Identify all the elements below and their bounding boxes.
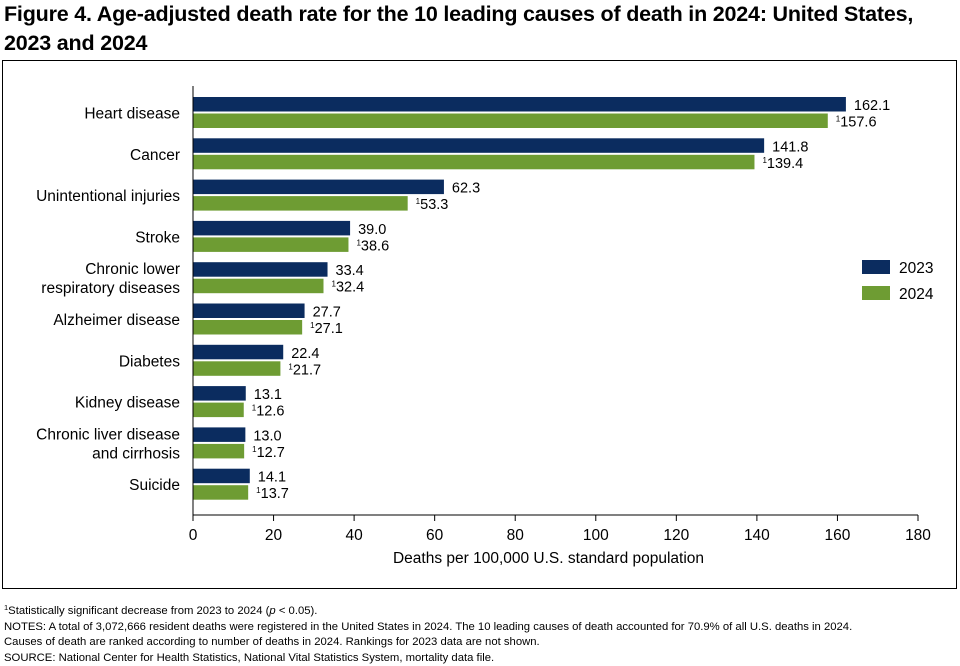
bar-2023 [193,386,246,401]
category-label: and cirrhosis [92,445,180,462]
x-tick-label: 100 [583,527,609,544]
value-label-2023: 13.1 [254,387,282,403]
value-text: 139.4 [767,156,803,172]
category-label: Diabetes [119,353,180,370]
value-label-2024: 1139.4 [762,156,803,172]
category-label: Cancer [130,147,180,164]
category-label: Alzheimer disease [53,312,180,329]
category-label: respiratory diseases [41,280,180,297]
value-label-2024: 113.7 [256,486,289,502]
bar-2024 [193,320,302,335]
x-tick-label: 140 [744,527,770,544]
legend-label-2024: 2024 [899,286,934,303]
bar-2023 [193,345,283,360]
value-label-2024: 153.3 [416,197,449,213]
x-tick-label: 20 [265,527,283,544]
value-label-2024: 127.1 [310,321,343,337]
value-label-2023: 33.4 [336,263,364,279]
value-label-2023: 39.0 [358,222,386,238]
value-text: 21.7 [293,362,321,378]
notes-line-2: Causes of death are ranked according to … [4,635,956,651]
figure-notes: 1Statistically significant decrease from… [4,600,956,666]
value-label-2024: 1157.6 [836,115,877,131]
x-tick-label: 80 [507,527,525,544]
category-label: Kidney disease [75,395,180,412]
category-label: Suicide [129,477,180,494]
value-text: 53.3 [420,197,448,213]
bar-2023 [193,221,350,236]
value-text: 12.7 [257,445,285,461]
x-tick-label: 160 [825,527,851,544]
x-tick-label: 180 [905,527,931,544]
value-label-2024: 112.7 [252,445,285,461]
footnote: 1Statistically significant decrease from… [4,600,956,620]
value-text: 38.6 [361,238,389,254]
bar-2024 [193,196,408,211]
value-label-2024: 112.6 [252,404,285,420]
value-label-2023: 27.7 [313,305,341,321]
value-text: 27.1 [315,321,343,337]
value-label-2024: 132.4 [332,280,365,296]
value-label-2023: 162.1 [854,98,890,114]
bar-2024 [193,485,248,500]
category-label: Stroke [135,229,180,246]
bar-2023 [193,427,245,442]
bar-2024 [193,361,280,376]
footnote-text: Statistically significant decrease from … [8,605,269,617]
value-text: 13.7 [261,486,289,502]
x-tick-label: 120 [663,527,689,544]
bar-2024 [193,444,244,459]
category-label: Chronic lower [85,261,180,278]
bar-2023 [193,469,250,484]
bar-2024 [193,403,244,418]
category-label: Chronic liver disease [36,426,180,443]
value-label-2023: 62.3 [452,181,480,197]
bar-2024 [193,155,754,170]
bar-2024 [193,114,828,129]
x-tick-label: 40 [345,527,363,544]
value-label-2023: 22.4 [291,346,319,362]
value-label-2023: 14.1 [258,470,286,486]
legend-label-2023: 2023 [899,260,933,277]
legend-swatch-2023 [862,260,890,274]
x-tick-label: 0 [189,527,198,544]
value-text: 12.6 [256,404,284,420]
value-label-2024: 121.7 [288,362,321,378]
bar-2023 [193,262,328,277]
notes-line-1: NOTES: A total of 3,072,666 resident dea… [4,620,956,636]
value-label-2023: 13.0 [253,428,281,444]
bar-2024 [193,279,324,294]
value-text: 157.6 [840,115,876,131]
value-text: 32.4 [336,280,364,296]
category-label: Unintentional injuries [36,188,180,205]
category-label: Heart disease [84,106,180,123]
source-line: SOURCE: National Center for Health Stati… [4,651,956,666]
bar-2023 [193,304,305,319]
bar-2023 [193,180,444,195]
value-label-2024: 138.6 [356,238,389,254]
footnote-end: < 0.05). [276,605,318,617]
x-tick-label: 60 [426,527,444,544]
bar-2023 [193,97,846,112]
legend-swatch-2024 [862,286,890,300]
x-axis-label: Deaths per 100,000 U.S. standard populat… [393,550,704,567]
bar-2024 [193,237,348,252]
value-label-2023: 141.8 [772,139,808,155]
bar-2023 [193,138,764,153]
